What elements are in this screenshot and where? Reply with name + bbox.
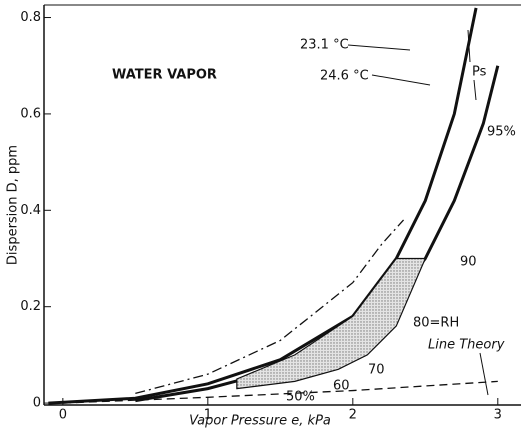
- annotation: 23.1 °C: [300, 38, 349, 53]
- annotation: 24.6 °C: [320, 69, 369, 84]
- annotation: 70: [368, 363, 385, 378]
- annotation: 95%: [487, 125, 516, 140]
- x-tick-label: 0: [59, 408, 67, 423]
- annotation: 60: [333, 379, 350, 394]
- y-tick-label: 0.6: [20, 106, 41, 121]
- y-tick-label: 0: [33, 396, 41, 411]
- data-line: [135, 219, 405, 395]
- y-tick-label: 0.8: [20, 10, 41, 25]
- y-tick-label: 0.4: [20, 203, 41, 218]
- annotation: 50%: [286, 390, 315, 405]
- y-tick-label: 0.2: [20, 299, 41, 314]
- annotation: 90: [460, 255, 477, 270]
- x-tick-label: 1: [204, 408, 212, 423]
- annotation: WATER VAPOR: [112, 68, 217, 83]
- x-axis-title: Vapor Pressure e, kPa: [189, 414, 331, 429]
- y-axis-title: Dispersion D, ppm: [6, 145, 21, 265]
- annotation: Line Theory: [428, 338, 505, 353]
- data-line: [62, 380, 498, 404]
- annotation: 80=RH: [413, 316, 459, 331]
- annotation: Ps: [472, 65, 487, 80]
- x-tick-label: 2: [349, 408, 357, 423]
- x-tick-label: 3: [494, 408, 502, 423]
- arrows: [347, 29, 489, 396]
- shaded-region: [236, 257, 427, 390]
